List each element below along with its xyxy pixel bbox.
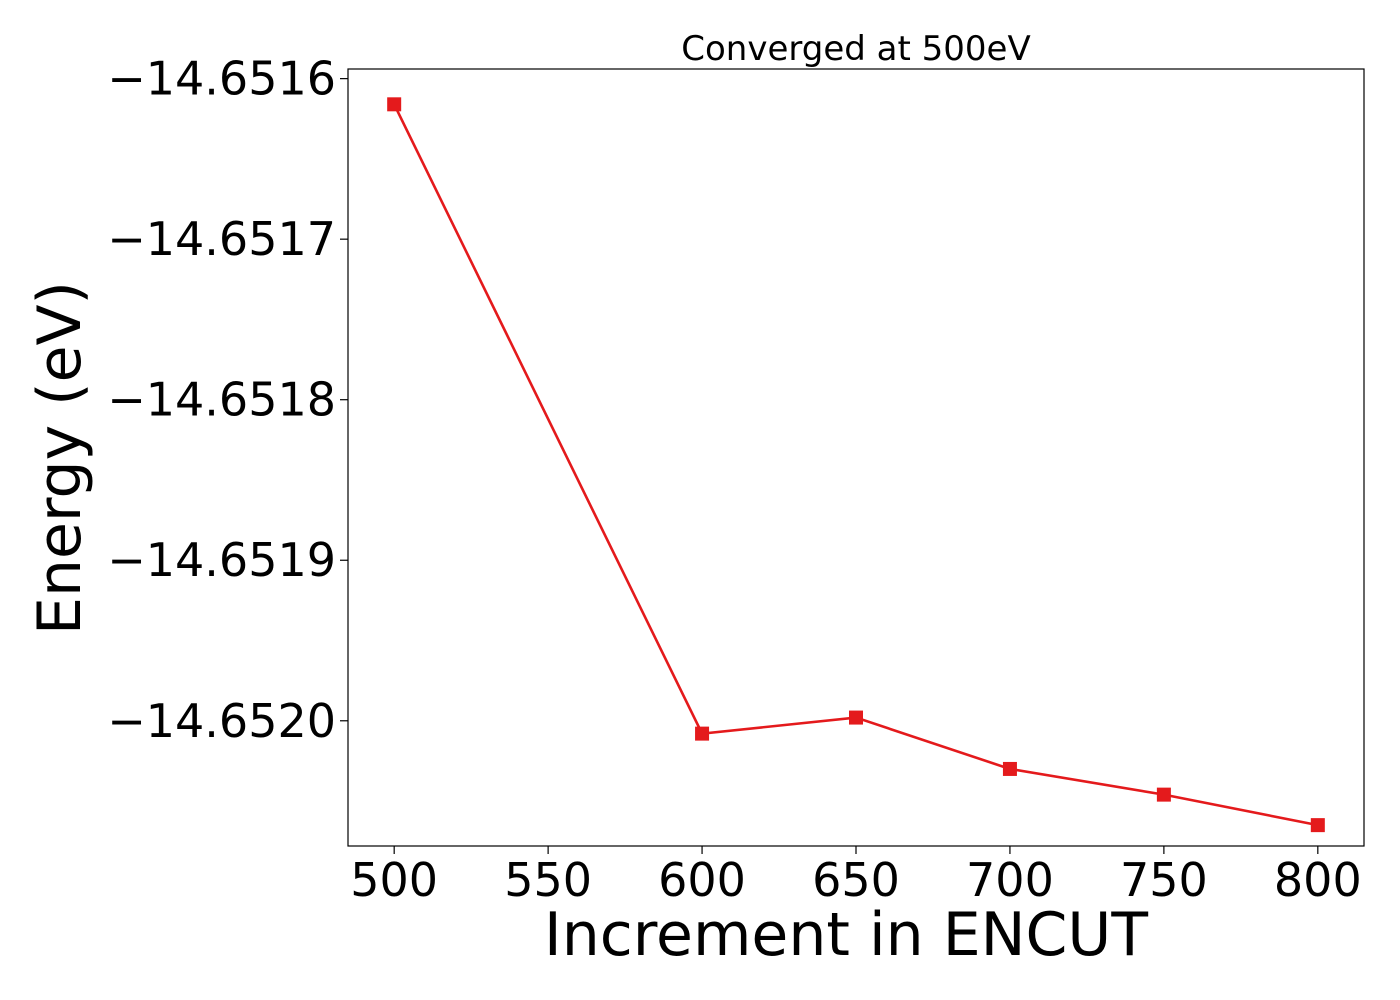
x-tick-label: 500 bbox=[350, 853, 438, 907]
y-tick-label: −14.6518 bbox=[107, 373, 336, 427]
y-tick-label: −14.6519 bbox=[107, 533, 336, 587]
x-tick-label: 800 bbox=[1274, 853, 1362, 907]
data-point-marker bbox=[1156, 787, 1171, 802]
y-tick-label: −14.6520 bbox=[107, 694, 336, 748]
data-point-marker bbox=[849, 710, 863, 725]
y-axis-ticks: −14.6516 −14.6517 −14.6518 −14.6519 −14.6520 bbox=[107, 52, 348, 748]
plot-area-frame bbox=[347, 68, 1365, 847]
x-tick-label: 550 bbox=[504, 853, 592, 907]
y-axis-label: Energy (eV) bbox=[25, 281, 95, 635]
chart-title: Converged at 500eV bbox=[681, 29, 1030, 69]
x-tick-label: 750 bbox=[1120, 853, 1208, 907]
x-axis-label: Increment in ENCUT bbox=[544, 900, 1148, 970]
y-tick-label: −14.6516 bbox=[107, 52, 336, 106]
data-point-marker bbox=[387, 97, 402, 112]
series-line bbox=[393, 103, 1319, 827]
x-axis-ticks: 500 550 600 650 700 750 800 bbox=[350, 846, 1362, 907]
y-tick-label: −14.6517 bbox=[107, 212, 336, 266]
x-tick-label: 650 bbox=[812, 853, 900, 907]
x-tick-label: 700 bbox=[966, 853, 1054, 907]
data-point-marker bbox=[695, 726, 710, 741]
x-tick-label: 600 bbox=[658, 853, 746, 907]
series-layer bbox=[387, 97, 1325, 833]
data-point-marker bbox=[1002, 761, 1017, 776]
data-point-marker bbox=[1310, 818, 1325, 833]
